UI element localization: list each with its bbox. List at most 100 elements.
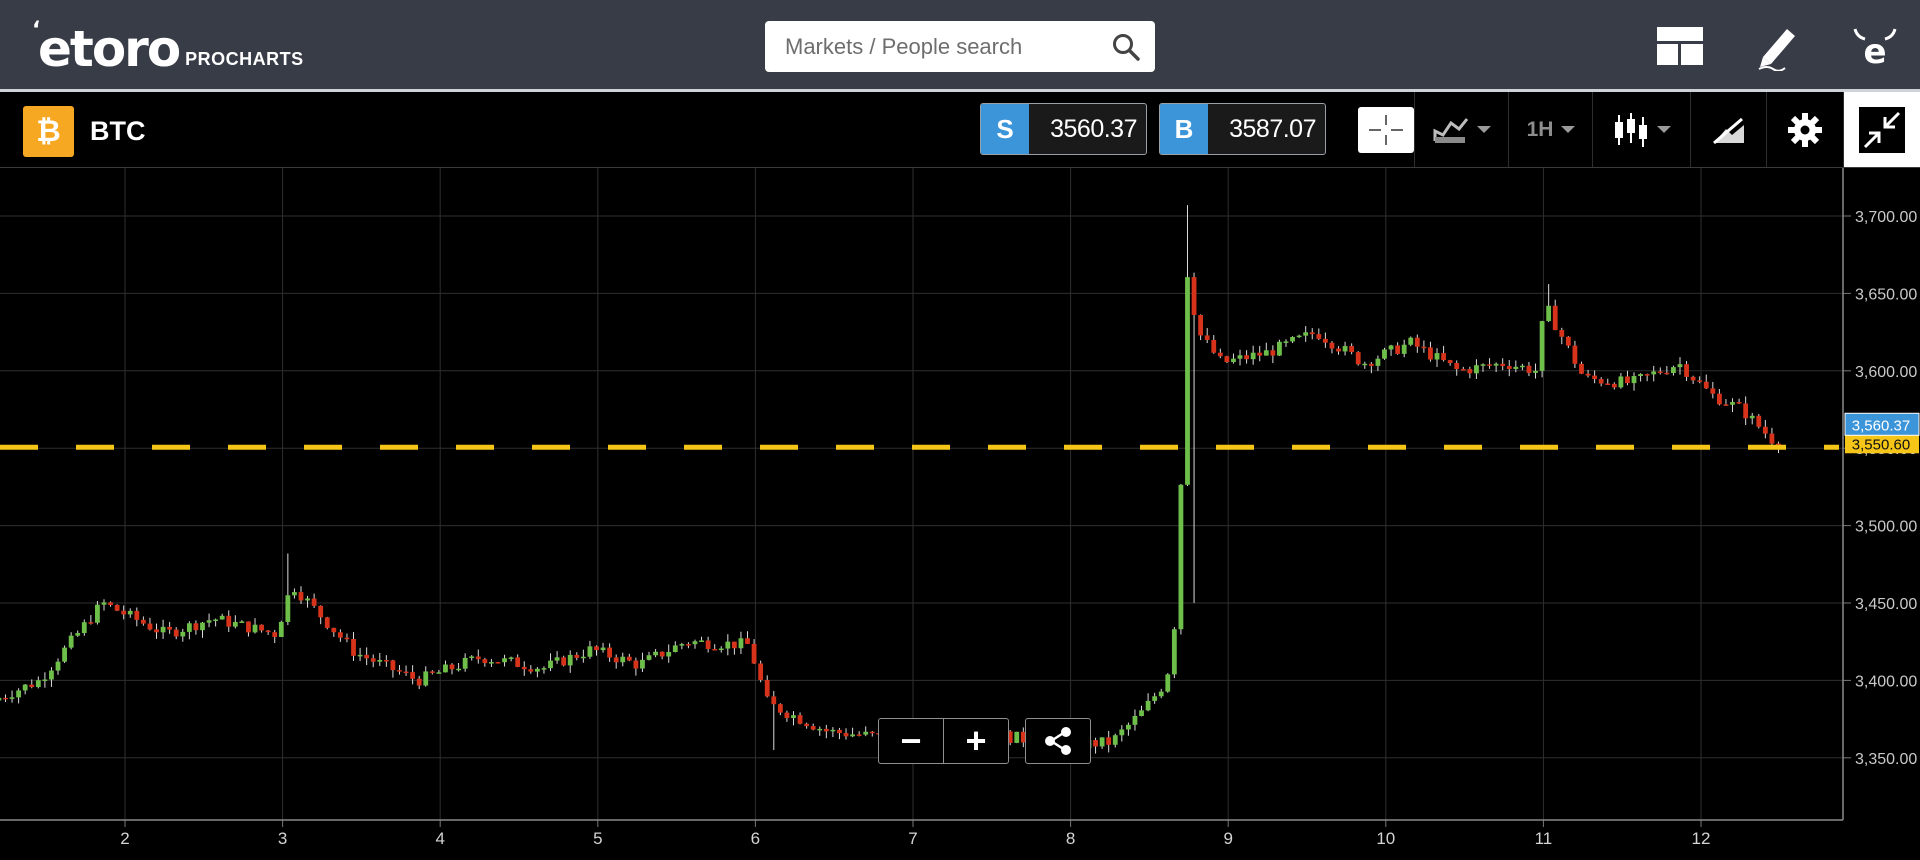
candle-body: [1572, 345, 1578, 364]
candle-body: [1283, 341, 1289, 343]
candle-body: [1611, 383, 1617, 388]
candle-body: [738, 638, 744, 649]
candle-body: [403, 671, 409, 674]
candle-body: [692, 641, 698, 645]
candle-body: [1408, 337, 1414, 345]
candle-body: [1191, 277, 1197, 316]
candle-body: [791, 715, 796, 719]
current-price-label: 3,560.37: [1852, 417, 1910, 434]
candle-body: [456, 668, 461, 671]
candle-body: [311, 598, 317, 606]
logo-text: etoro: [38, 20, 181, 78]
sell-tag: S: [981, 104, 1029, 154]
search-icon[interactable]: [1111, 32, 1141, 62]
price-labels: 3,550.60 3,560.37: [1844, 412, 1920, 454]
x-tick-label: 8: [1066, 829, 1075, 848]
candle-body: [246, 621, 251, 633]
candle-body: [219, 615, 225, 620]
candle-body: [213, 619, 219, 622]
share-button[interactable]: [1025, 718, 1091, 764]
candle-body: [1257, 352, 1263, 356]
candle-body: [561, 657, 567, 666]
candle-body: [1749, 415, 1755, 419]
svg-text:e: e: [1863, 32, 1886, 69]
candle-body: [397, 670, 402, 672]
buy-button[interactable]: B 3587.07: [1159, 103, 1326, 155]
buy-price: 3587.07: [1229, 114, 1316, 143]
candle-body: [318, 605, 324, 618]
candle-body: [1388, 345, 1394, 350]
y-tick-label: 3,350.00: [1855, 751, 1917, 768]
candle-body: [1421, 346, 1427, 349]
collapse-fullscreen-button[interactable]: [1843, 92, 1920, 167]
candle-body: [1454, 363, 1460, 370]
candle-body: [863, 731, 869, 735]
etoro-logo[interactable]: ‘ etoro PROCHARTS: [32, 14, 304, 75]
compare-tool[interactable]: [1414, 92, 1509, 167]
collapse-icon: [1859, 106, 1905, 153]
candle-body: [495, 662, 501, 664]
etoro-user-icon[interactable]: e: [1849, 20, 1901, 72]
candle-body: [1112, 735, 1118, 745]
candle-body: [1145, 700, 1151, 711]
interval-selector[interactable]: 1H: [1508, 92, 1593, 167]
candle-body: [534, 668, 540, 672]
layout-icon[interactable]: [1654, 20, 1706, 72]
candle-body: [751, 643, 757, 664]
chart-type-selector[interactable]: [1592, 92, 1691, 167]
candle-body: [239, 621, 245, 623]
x-tick-label: 11: [1535, 829, 1553, 848]
crosshair-icon: [1369, 114, 1403, 145]
candle-body: [712, 648, 718, 651]
candle-body: [436, 672, 442, 674]
drawing-tool[interactable]: [1690, 92, 1767, 167]
candle-body: [594, 646, 599, 651]
settings-tool[interactable]: [1766, 92, 1843, 167]
candle-body: [1119, 729, 1125, 736]
instrument-symbol[interactable]: BTC: [90, 116, 146, 146]
candle-body: [1644, 374, 1650, 376]
candle-body: [653, 651, 658, 656]
sell-price: 3560.37: [1050, 114, 1137, 143]
candle-body: [1014, 731, 1020, 743]
candle-body: [1375, 358, 1381, 366]
candle-body: [449, 664, 455, 670]
candle-body: [1382, 349, 1387, 359]
instrument-toolbar: ₿ BTC S 3560.37 B 3587.07 1H: [0, 92, 1920, 168]
candle-body: [1204, 335, 1210, 340]
candle-body: [357, 654, 363, 657]
candle-body: [88, 622, 94, 624]
candle-body: [1211, 339, 1217, 353]
sell-button[interactable]: S 3560.37: [980, 103, 1147, 155]
pencil-icon[interactable]: [1752, 20, 1804, 72]
zoom-in-button[interactable]: +: [943, 719, 1008, 763]
logo-wordmark: ‘ etoro: [32, 20, 181, 75]
candle-body: [567, 654, 573, 666]
interval-label: 1H: [1526, 117, 1554, 141]
logo-horn-left: ‘: [32, 18, 40, 43]
chevron-down-icon: [1477, 126, 1491, 133]
candle-body: [580, 656, 586, 659]
candle-body: [101, 602, 107, 605]
candle-body: [1723, 404, 1729, 406]
candle-body: [167, 626, 173, 630]
candle-body: [1020, 731, 1026, 743]
candle-body: [1716, 393, 1722, 405]
candle-body: [127, 610, 133, 615]
candle-body: [114, 604, 120, 611]
candle-body: [679, 644, 685, 646]
y-axis: 3,700.003,650.003,600.003,550.003,500.00…: [1842, 168, 1917, 820]
price-line-label: 3,550.60: [1852, 436, 1910, 453]
candle-body: [1362, 363, 1368, 366]
candle-body: [351, 638, 356, 656]
candle-body: [1579, 363, 1584, 374]
candle-body: [869, 731, 875, 734]
search-input[interactable]: [765, 21, 1115, 72]
candle-body: [1428, 347, 1433, 360]
candle-body: [515, 657, 521, 667]
candle-body: [1217, 352, 1223, 357]
y-tick-label: 3,450.00: [1855, 596, 1917, 613]
candle-body: [383, 660, 389, 662]
crosshair-tool[interactable]: [1338, 92, 1434, 167]
zoom-out-button[interactable]: −: [900, 720, 922, 761]
